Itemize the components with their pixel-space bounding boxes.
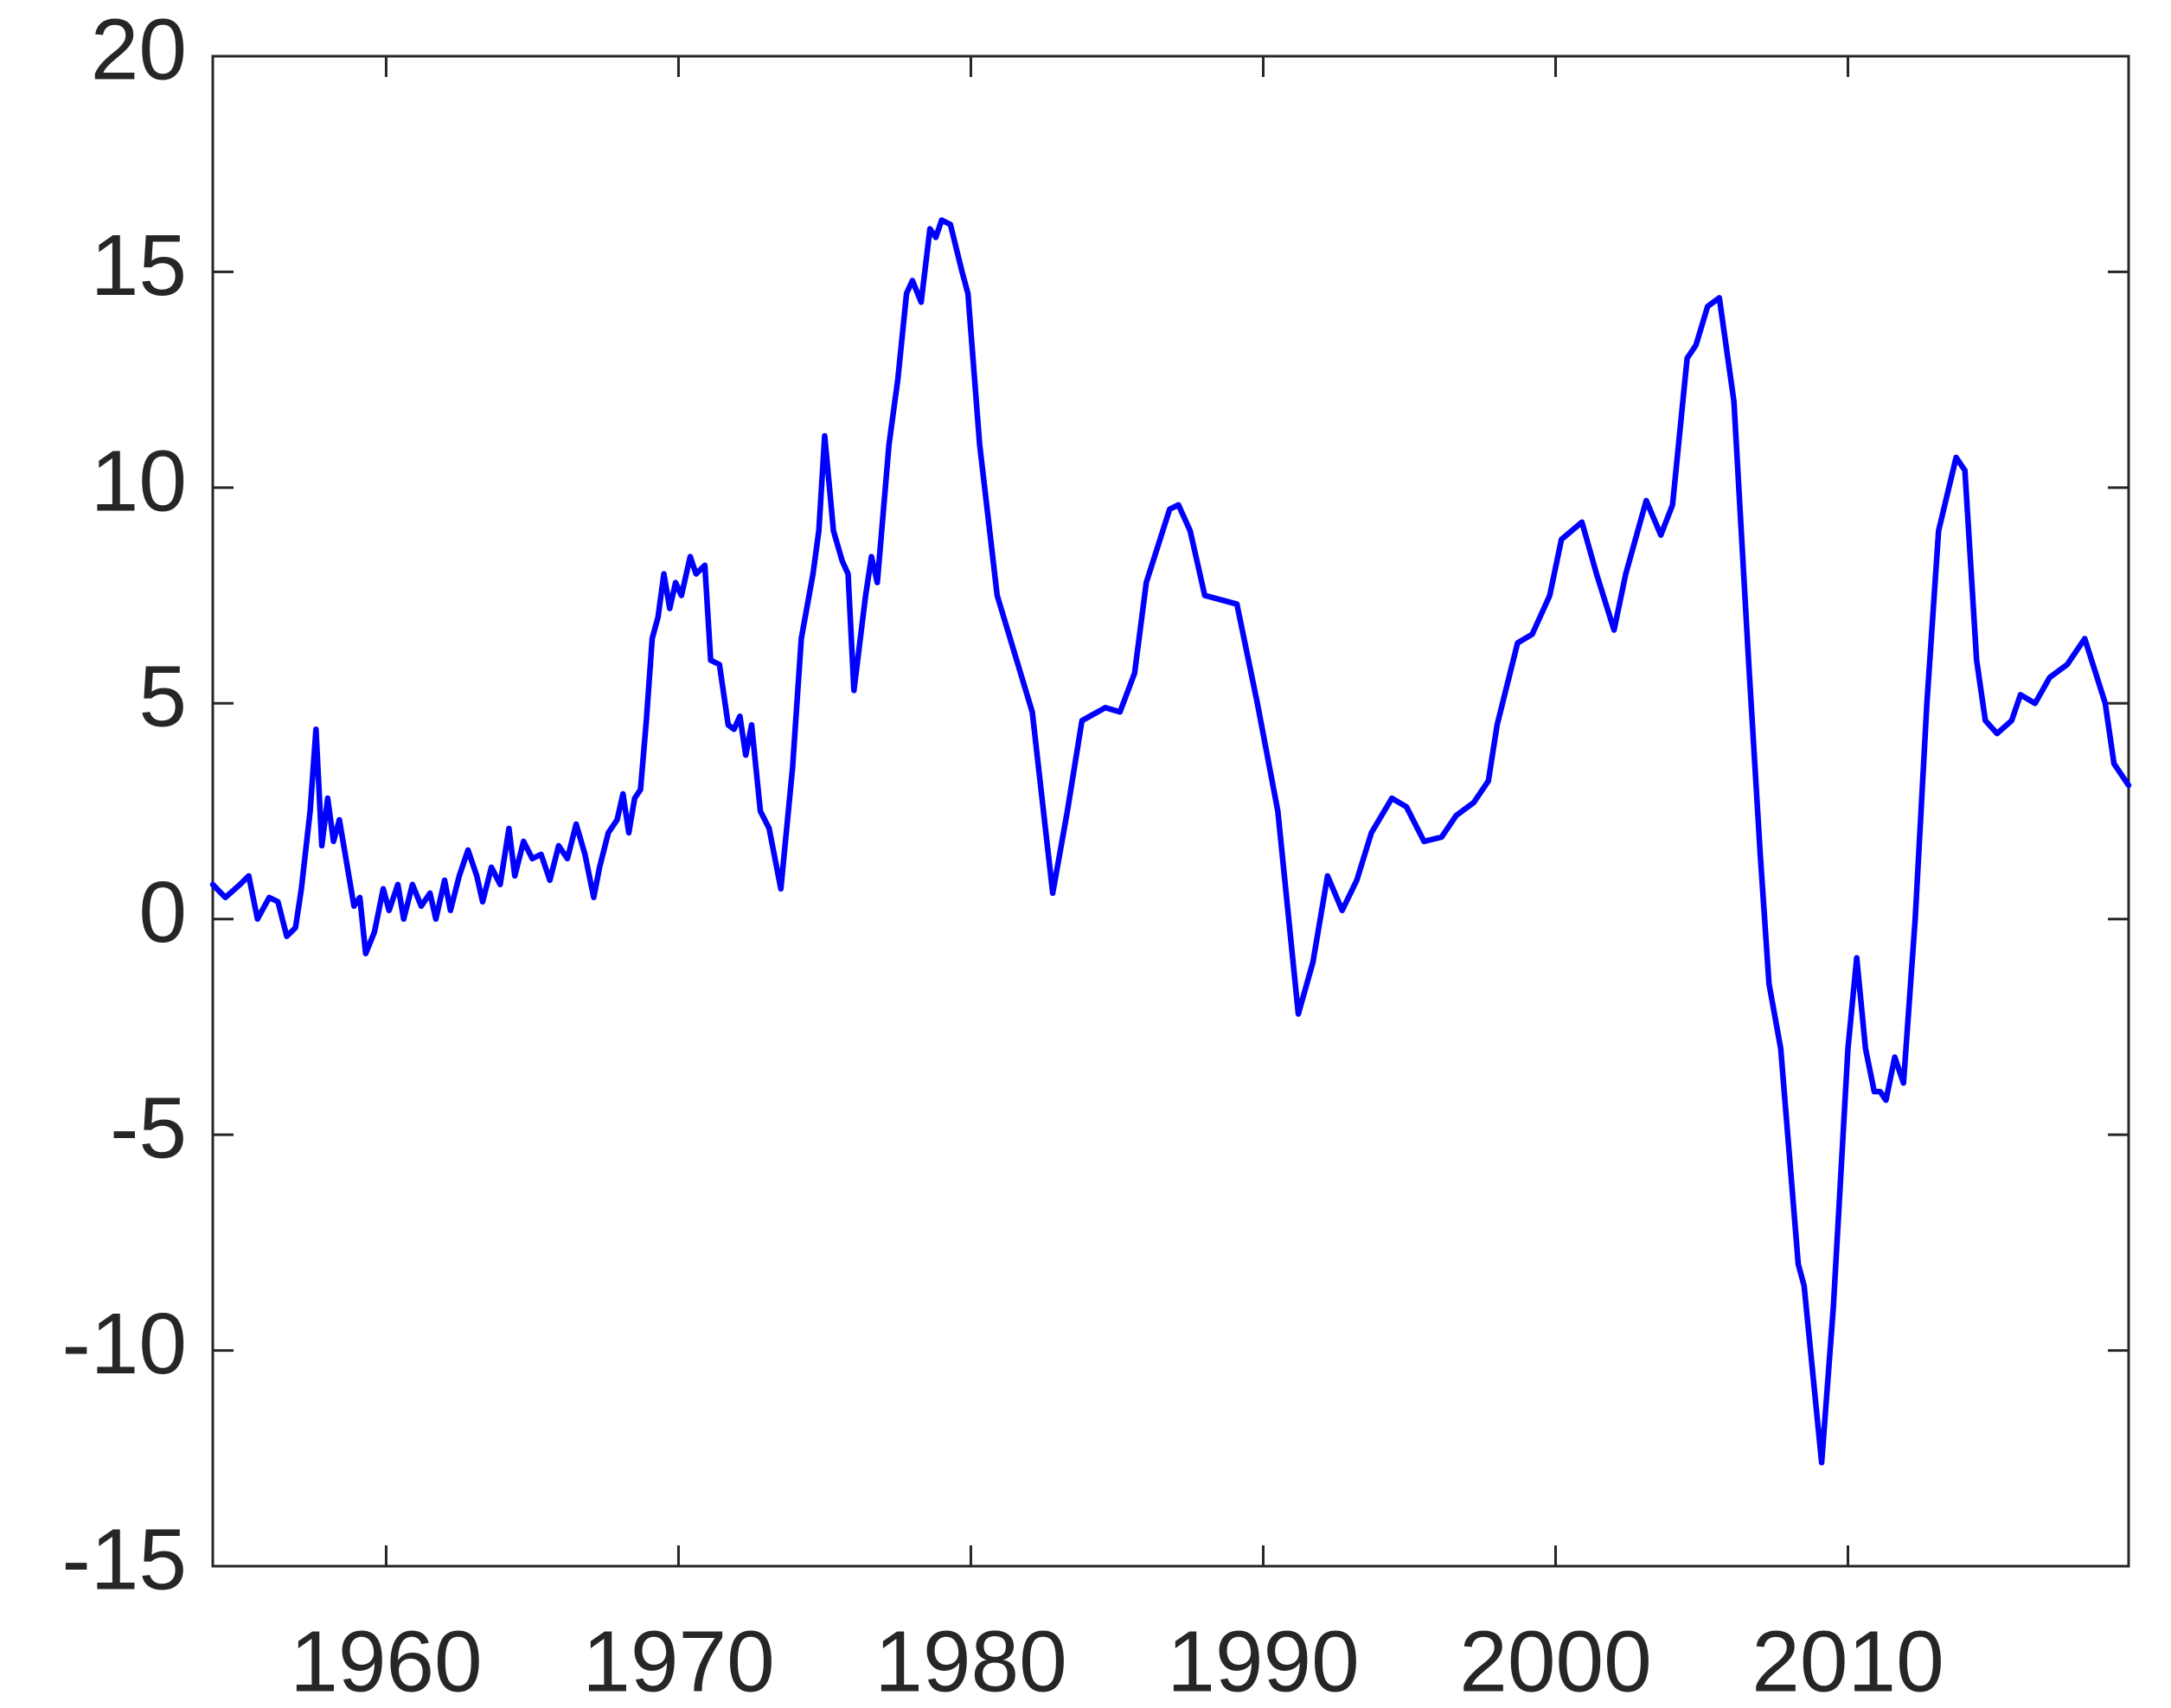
- y-tick-label: 0: [138, 864, 187, 961]
- y-tick-label: -5: [110, 1080, 187, 1177]
- plot-frame: [211, 54, 2130, 1568]
- data-line: [209, 217, 2132, 1466]
- y-tick-label: -15: [61, 1511, 187, 1608]
- x-tick-label: 2000: [1459, 1613, 1651, 1708]
- x-tick-label: 1990: [1167, 1613, 1359, 1708]
- y-tick-label: 20: [91, 1, 187, 98]
- x-tick-label: 1960: [290, 1613, 482, 1708]
- x-tick-label: 1970: [582, 1613, 774, 1708]
- y-tick-label: 5: [138, 649, 187, 745]
- y-tick-label: 15: [91, 217, 187, 314]
- x-tick-label: 2010: [1752, 1613, 1944, 1708]
- y-tick-label: 10: [91, 432, 187, 529]
- x-tick-label: 1980: [874, 1613, 1066, 1708]
- y-tick-label: -10: [61, 1295, 187, 1392]
